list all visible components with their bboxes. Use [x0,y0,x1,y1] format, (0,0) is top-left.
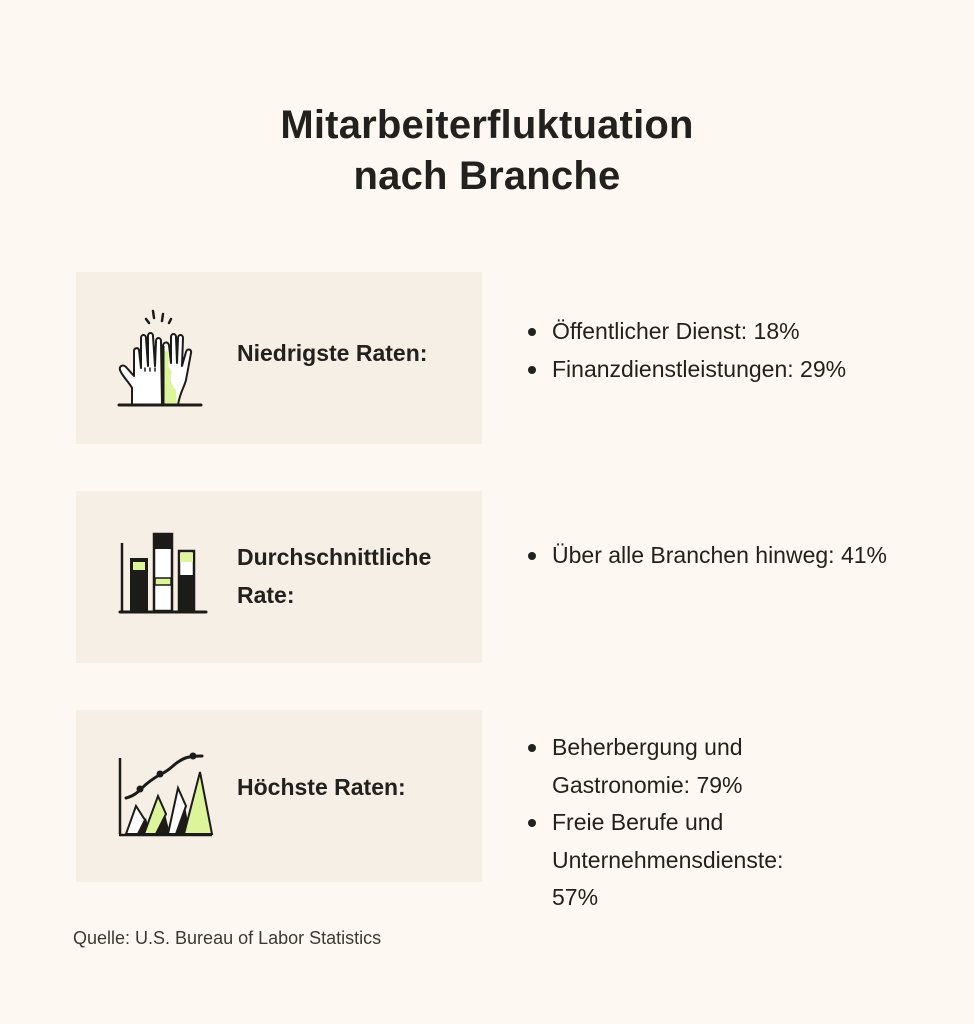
title-line-1: Mitarbeiterfluktuation [280,103,694,147]
list-item: Finanzdienstleistungen: 29% [526,351,956,389]
average-rate-label: Durchschnittliche Rate: [237,544,432,608]
lowest-rates-card: Niedrigste Raten: [76,272,482,444]
list-item: Über alle Branchen hinweg: 41% [526,537,956,575]
source-note: Quelle: U.S. Bureau of Labor Statistics [73,928,382,948]
highest-rates-label: Höchste Raten: [237,774,406,800]
highest-rates-list: Beherbergung und Gastronomie: 79% Freie … [526,729,826,917]
average-rate-card: Durchschnittliche Rate: [76,491,482,663]
list-item: Beherbergung und Gastronomie: 79% [526,729,826,804]
lowest-rates-label: Niedrigste Raten: [237,340,428,366]
page-title: Mitarbeiterfluktuation nach Branche [0,100,974,202]
rising-chart-icon [116,748,216,848]
lowest-rates-list: Öffentlicher Dienst: 18% Finanzdienstlei… [526,313,956,388]
highest-rates-card: Höchste Raten: [76,710,482,882]
list-item: Freie Berufe und Unternehmensdienste: 57… [526,804,826,917]
title-line-2: nach Branche [353,154,621,198]
bar-chart-icon [116,529,216,629]
average-rate-list: Über alle Branchen hinweg: 41% [526,537,956,575]
list-item: Öffentlicher Dienst: 18% [526,313,956,351]
high-five-hands-icon [116,308,216,408]
